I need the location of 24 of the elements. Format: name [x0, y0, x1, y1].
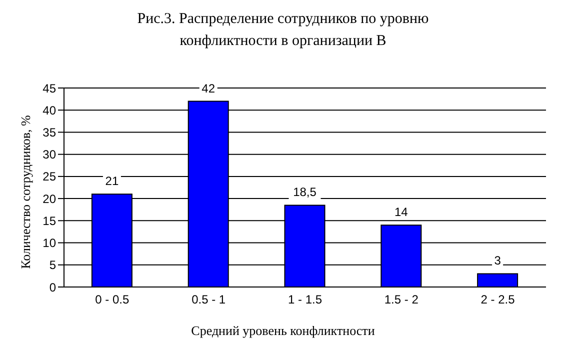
y-tick-label: 40 [42, 103, 56, 118]
y-tick-label: 30 [42, 148, 56, 162]
chart-title: Рис.3. Распределение сотрудников по уровню конфликтности в организации В [136, 10, 430, 51]
x-tick-label: 0.5 - 1 [192, 292, 226, 307]
x-tick-label: 0 - 0.5 [95, 292, 130, 307]
x-tick-label: 1.5 - 2 [384, 292, 419, 307]
x-tick-label: 2 - 2.5 [480, 292, 516, 307]
y-tick-label: 35 [42, 125, 56, 140]
y-tick-label: 25 [42, 170, 56, 184]
y-tick-label: 45 [42, 81, 56, 96]
y-tick-label: 10 [42, 236, 56, 250]
data-label: 14 [394, 205, 408, 220]
x-tick-label: 1 - 1.5 [288, 292, 322, 307]
y-tick-label: 0 [49, 280, 56, 294]
x-axis-title: Средний уровень конфликтности [190, 323, 376, 339]
data-label: 18,5 [293, 185, 317, 200]
y-tick-label: 5 [49, 258, 56, 272]
data-label: 42 [202, 81, 216, 96]
data-label: 3 [494, 254, 502, 268]
y-tick-label: 15 [42, 214, 56, 228]
bar [477, 273, 518, 287]
data-label: 21 [105, 174, 119, 188]
y-axis-title: Количество сотрудников, % [18, 115, 34, 269]
y-tick-label: 20 [42, 192, 56, 206]
